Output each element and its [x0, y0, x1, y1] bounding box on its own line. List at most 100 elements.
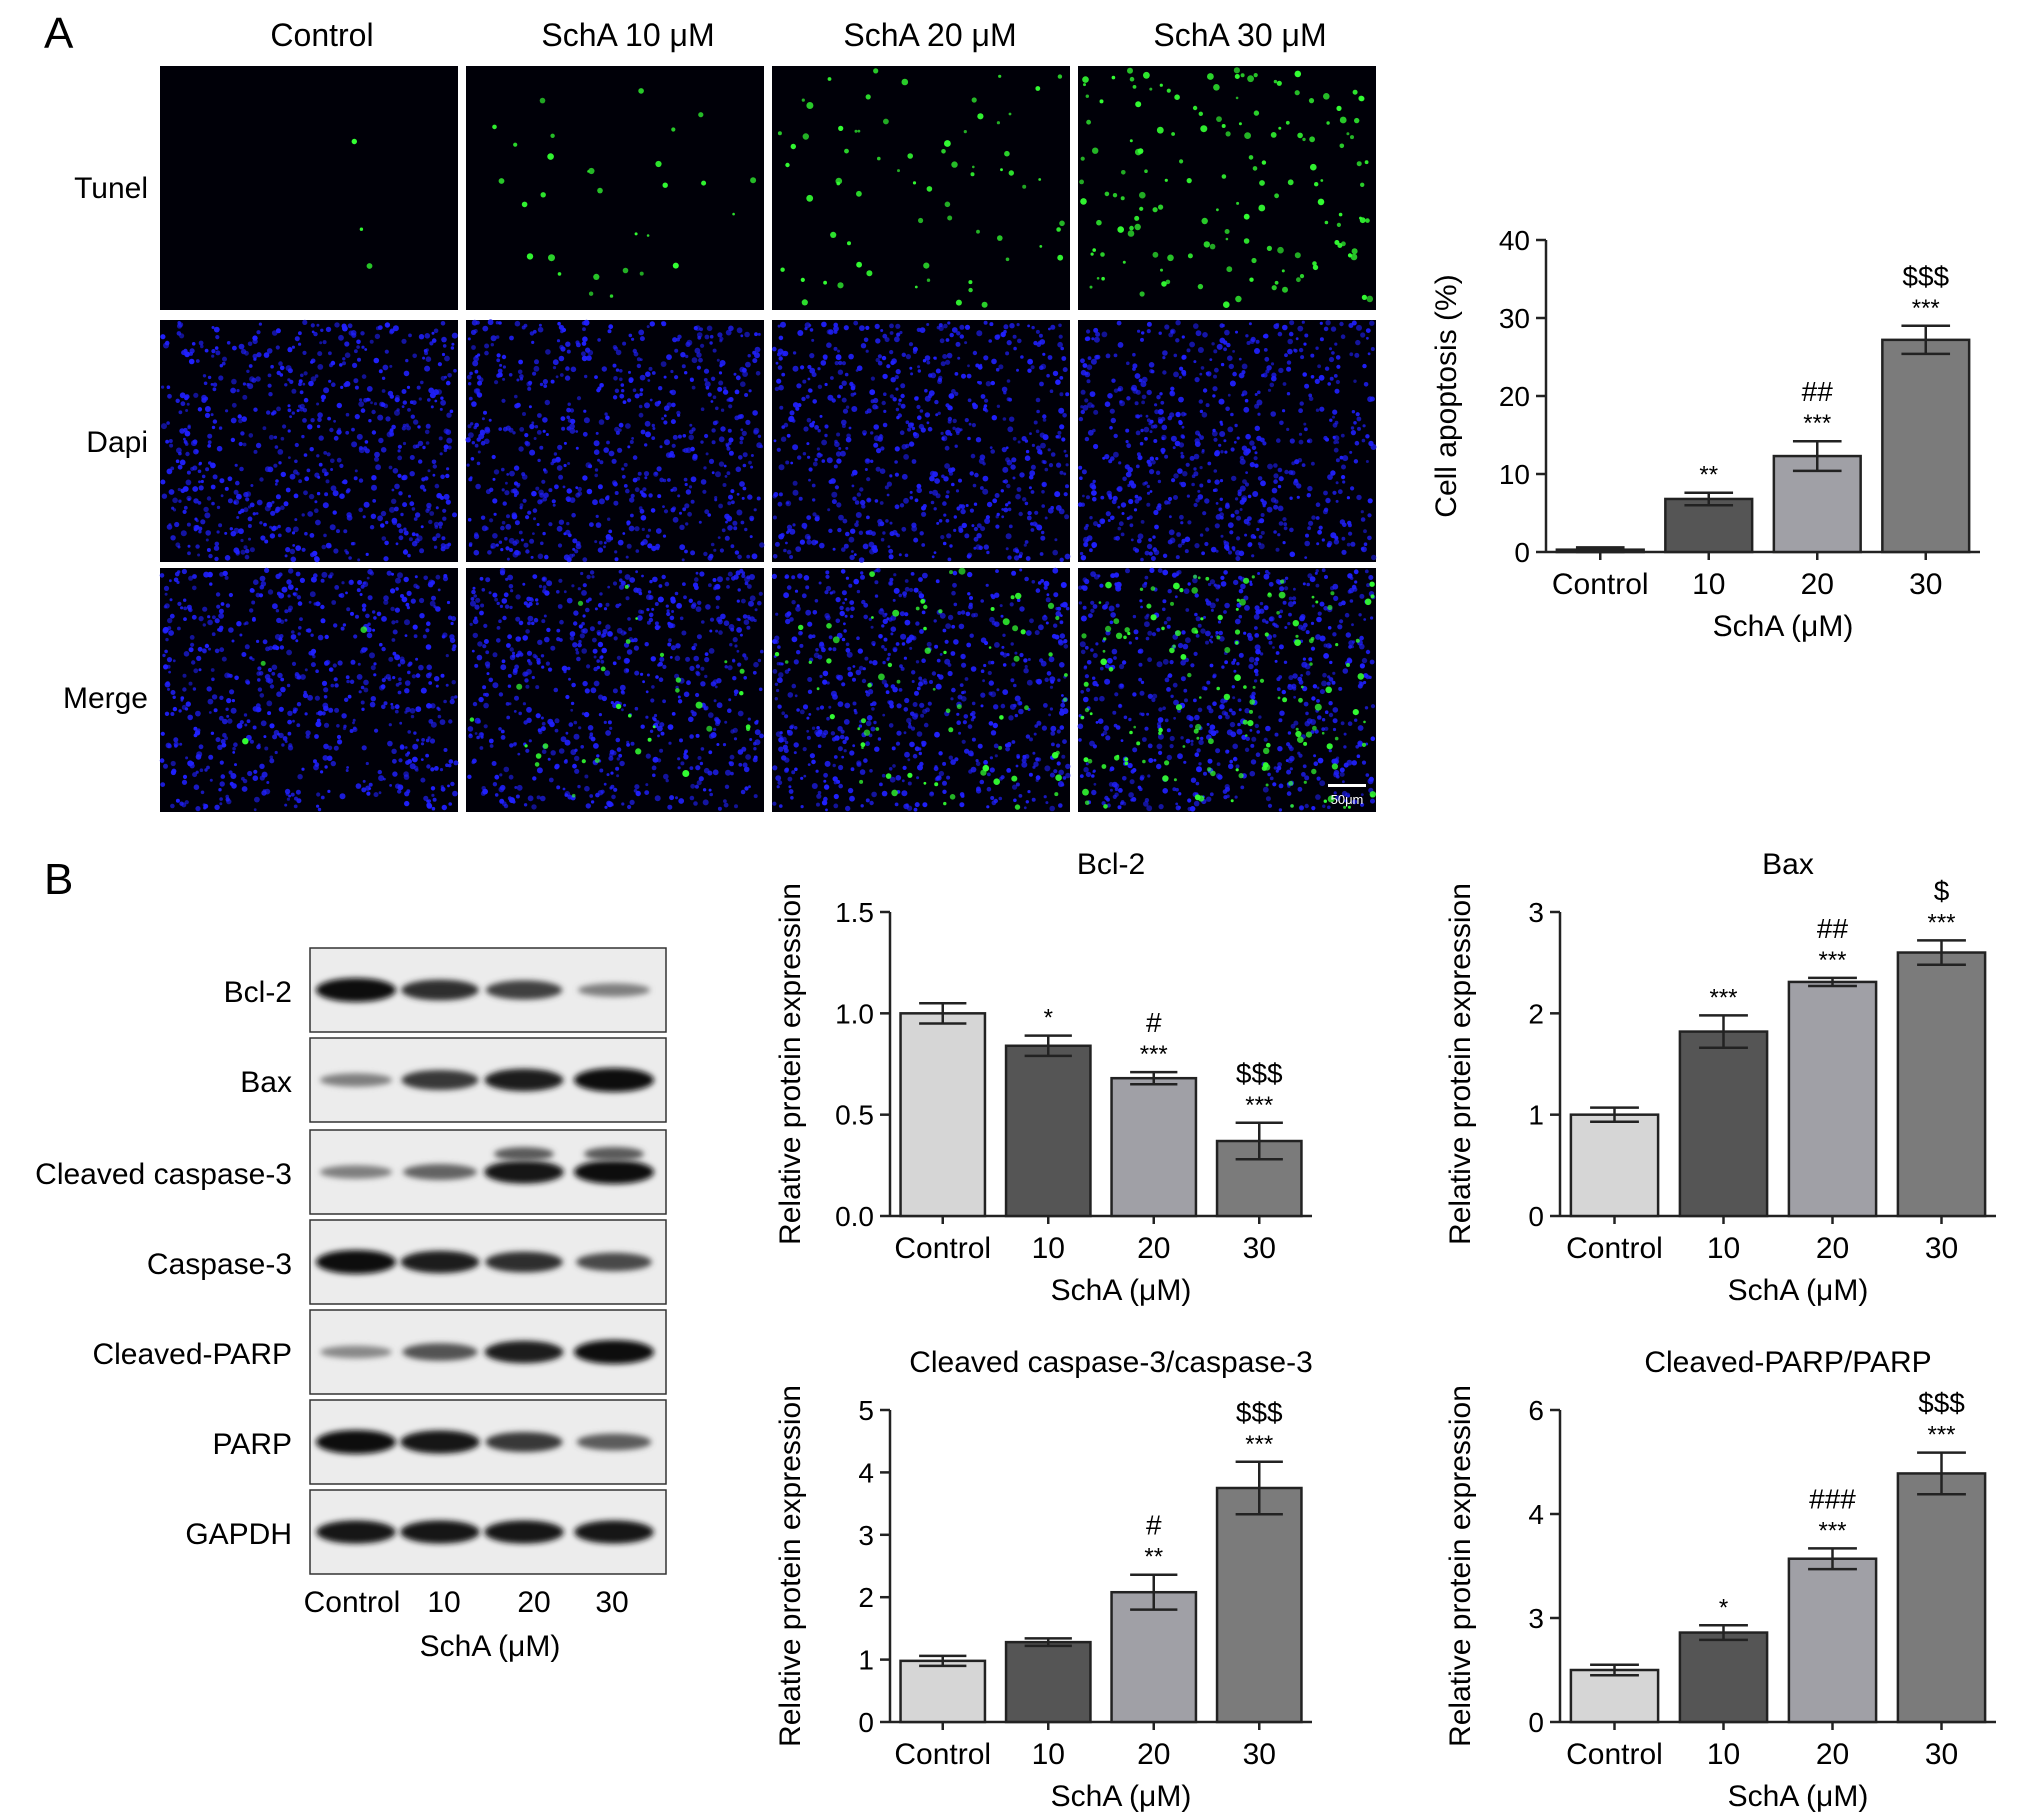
tunel-positive-cell — [615, 703, 622, 710]
dapi-nucleus — [732, 520, 738, 526]
dapi-nucleus — [850, 767, 855, 772]
dapi-nucleus — [801, 396, 806, 402]
dapi-nucleus — [960, 794, 965, 798]
dapi-nucleus — [365, 552, 369, 557]
dapi-nucleus — [841, 637, 846, 642]
dapi-nucleus — [619, 377, 623, 382]
dapi-nucleus — [259, 575, 266, 582]
dapi-nucleus — [1117, 526, 1122, 531]
dapi-nucleus — [996, 404, 1001, 408]
dapi-nucleus — [679, 616, 684, 621]
dapi-nucleus — [679, 738, 683, 743]
dapi-nucleus — [666, 609, 670, 613]
tunel-positive-cell — [260, 660, 266, 666]
dapi-nucleus — [880, 446, 885, 451]
dapi-nucleus — [612, 661, 617, 666]
dapi-nucleus — [1049, 805, 1055, 812]
dapi-nucleus — [390, 702, 394, 706]
tunel-positive-cell — [823, 280, 827, 285]
dapi-nucleus — [1323, 435, 1328, 441]
dapi-nucleus — [593, 449, 600, 456]
dapi-nucleus — [967, 436, 971, 441]
dapi-nucleus — [1122, 476, 1127, 482]
dapi-nucleus — [590, 800, 595, 804]
dapi-nucleus — [1304, 383, 1310, 389]
dapi-nucleus — [1024, 439, 1029, 443]
dapi-nucleus — [886, 493, 890, 497]
dapi-nucleus — [1170, 330, 1174, 334]
dapi-nucleus — [1017, 440, 1021, 444]
dapi-nucleus — [529, 449, 536, 456]
dapi-nucleus — [640, 610, 645, 614]
dapi-nucleus — [412, 624, 418, 630]
dapi-nucleus — [599, 655, 603, 660]
dapi-nucleus — [227, 718, 233, 724]
dapi-nucleus — [567, 402, 571, 406]
dapi-nucleus — [193, 668, 199, 674]
dapi-nucleus — [1000, 614, 1004, 618]
dapi-nucleus — [1244, 533, 1248, 537]
dapi-nucleus — [1056, 761, 1061, 766]
dapi-nucleus — [556, 525, 563, 532]
dapi-nucleus — [435, 574, 441, 580]
dapi-nucleus — [972, 402, 977, 407]
dapi-nucleus — [605, 602, 610, 607]
dapi-nucleus — [523, 720, 528, 725]
dapi-nucleus — [857, 648, 863, 654]
dapi-nucleus — [1300, 355, 1305, 360]
tunel-positive-cell — [622, 267, 629, 274]
dapi-nucleus — [735, 375, 741, 381]
tunel-positive-cell — [1100, 252, 1105, 257]
dapi-nucleus — [391, 638, 396, 642]
dapi-nucleus — [310, 323, 315, 328]
dapi-nucleus — [808, 713, 812, 716]
dapi-nucleus — [616, 747, 622, 752]
dapi-nucleus — [715, 605, 720, 610]
dapi-nucleus — [517, 369, 523, 375]
dapi-nucleus — [1207, 479, 1211, 484]
tunel-positive-cell — [1274, 280, 1279, 285]
dapi-nucleus — [1295, 337, 1299, 341]
dapi-nucleus — [626, 649, 633, 655]
tunel-positive-cell — [1324, 220, 1329, 225]
dapi-nucleus — [183, 505, 188, 510]
tunel-positive-cell — [1144, 169, 1148, 173]
dapi-nucleus — [718, 461, 725, 467]
dapi-nucleus — [199, 768, 204, 772]
dapi-nucleus — [1184, 549, 1189, 554]
dapi-nucleus — [300, 373, 304, 378]
dapi-nucleus — [369, 701, 376, 708]
dapi-nucleus — [441, 352, 446, 357]
dapi-nucleus — [230, 387, 237, 394]
dapi-nucleus — [502, 501, 507, 506]
dapi-nucleus — [201, 648, 207, 653]
dapi-nucleus — [204, 768, 208, 772]
dapi-nucleus — [1213, 437, 1218, 442]
dapi-nucleus — [507, 634, 512, 640]
dapi-nucleus — [787, 692, 794, 698]
dapi-nucleus — [910, 572, 915, 576]
dapi-nucleus — [685, 354, 689, 359]
dapi-nucleus — [716, 702, 723, 709]
dapi-nucleus — [572, 547, 576, 551]
tunel-positive-cell — [498, 178, 505, 184]
dapi-nucleus — [565, 529, 571, 536]
dapi-nucleus — [947, 321, 951, 325]
dapi-nucleus — [645, 783, 649, 787]
dapi-nucleus — [501, 354, 507, 360]
dapi-nucleus — [1155, 457, 1159, 461]
dapi-nucleus — [1043, 795, 1047, 799]
dapi-nucleus — [1154, 524, 1159, 530]
dapi-nucleus — [712, 727, 717, 732]
dapi-nucleus — [420, 742, 425, 746]
dapi-nucleus — [1199, 466, 1203, 470]
dapi-nucleus — [1360, 547, 1365, 551]
dapi-nucleus — [573, 720, 578, 725]
dapi-nucleus — [826, 342, 832, 349]
tunel-positive-cell — [1252, 166, 1258, 171]
tunel-positive-cell — [1285, 120, 1290, 125]
dapi-nucleus — [429, 738, 436, 744]
dapi-nucleus — [187, 551, 191, 556]
dapi-nucleus — [321, 571, 328, 578]
dapi-nucleus — [512, 488, 518, 494]
